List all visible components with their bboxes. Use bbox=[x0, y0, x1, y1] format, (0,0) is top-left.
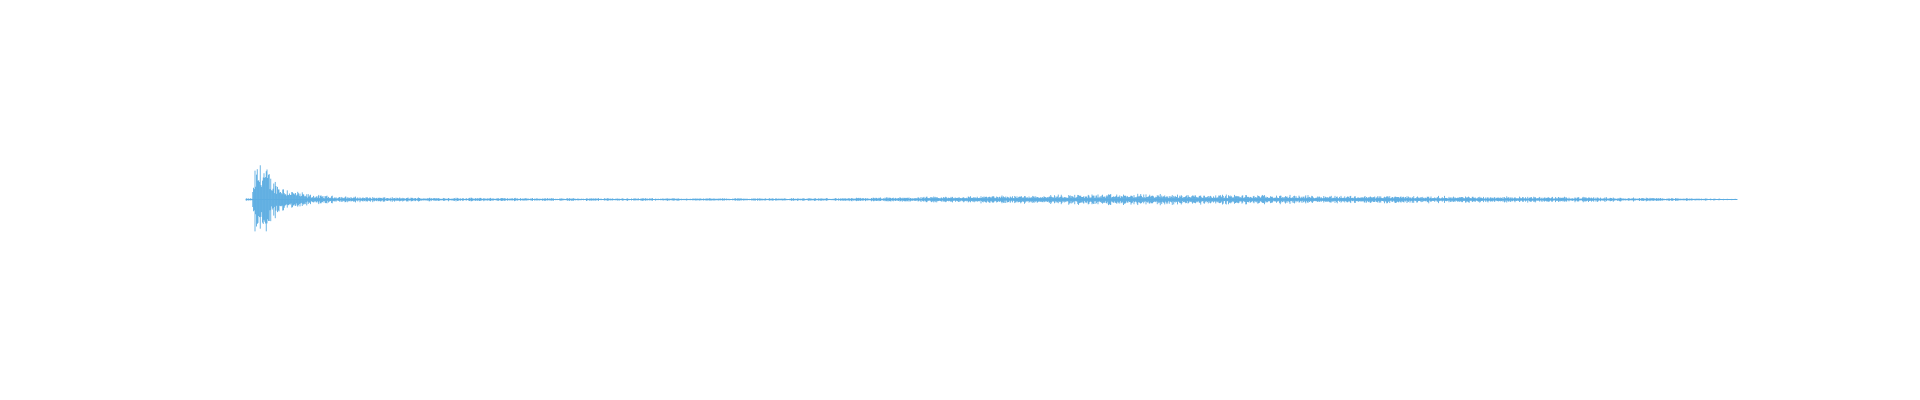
waveform-bars bbox=[245, 165, 1738, 232]
